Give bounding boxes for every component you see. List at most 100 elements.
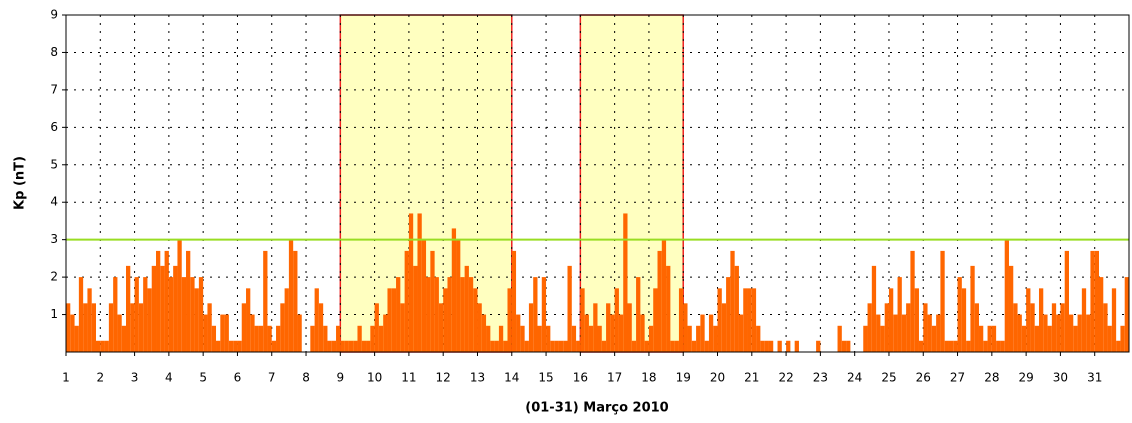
bar	[507, 288, 512, 352]
y-tick-label: 2	[50, 270, 58, 284]
bar	[648, 325, 654, 352]
bar	[717, 288, 722, 352]
bar	[1038, 288, 1044, 352]
bar	[353, 340, 358, 352]
bar	[1111, 288, 1117, 352]
bar	[220, 314, 225, 352]
bar	[374, 303, 379, 352]
bar	[871, 265, 877, 352]
bar	[983, 340, 988, 352]
y-axis-label: Kp (nT)	[13, 156, 28, 210]
x-tick-label: 17	[607, 371, 622, 385]
bar	[996, 340, 1001, 352]
bar	[318, 303, 324, 352]
bar	[228, 340, 234, 352]
bar	[246, 288, 251, 352]
bar	[443, 288, 448, 352]
x-tick-label: 5	[199, 371, 207, 385]
bar	[747, 288, 752, 352]
bar	[1000, 340, 1005, 352]
bar	[678, 288, 684, 352]
bar	[541, 277, 547, 352]
bar	[348, 340, 354, 352]
bar	[357, 325, 362, 352]
bar	[704, 340, 709, 352]
bar	[927, 314, 932, 352]
bar	[477, 303, 482, 352]
bar	[597, 325, 602, 352]
bar	[408, 213, 414, 352]
bar	[186, 250, 191, 352]
x-tick-label: 25	[881, 371, 896, 385]
bar	[456, 239, 461, 352]
bar	[738, 314, 744, 352]
bar	[430, 250, 435, 352]
bar	[1090, 250, 1095, 352]
bar	[293, 250, 298, 352]
bar	[961, 288, 967, 352]
x-tick-label: 7	[268, 371, 276, 385]
bar	[1030, 303, 1035, 352]
bar	[1047, 325, 1052, 352]
bar	[966, 340, 971, 352]
bar	[863, 325, 868, 352]
bar	[241, 303, 247, 352]
bar	[584, 314, 589, 352]
bar	[1077, 314, 1082, 352]
bar	[1056, 314, 1061, 352]
bar	[768, 340, 774, 352]
bar	[438, 303, 444, 352]
bar	[327, 340, 332, 352]
bar	[1098, 277, 1104, 352]
bar	[846, 340, 851, 352]
bar	[74, 325, 79, 352]
bar	[1073, 325, 1078, 352]
bar	[1094, 250, 1099, 352]
bar	[203, 314, 208, 352]
bar	[126, 265, 131, 352]
bar	[588, 325, 594, 352]
bar	[147, 288, 152, 352]
bar	[910, 250, 915, 352]
bar	[173, 265, 178, 352]
bar	[520, 325, 525, 352]
bar	[1068, 314, 1074, 352]
bar	[211, 325, 217, 352]
bar	[391, 288, 397, 352]
bar	[777, 340, 782, 352]
bar	[1043, 314, 1048, 352]
bar	[481, 314, 487, 352]
bar	[366, 340, 371, 352]
x-tick-label: 4	[165, 371, 173, 385]
bar	[726, 277, 731, 352]
bar	[743, 288, 748, 352]
y-tick-label: 4	[50, 195, 58, 209]
bar	[233, 340, 238, 352]
bar	[468, 277, 474, 352]
bar	[537, 325, 542, 352]
bar	[691, 340, 697, 352]
bar	[1120, 325, 1125, 352]
bar	[310, 325, 315, 352]
bar	[901, 314, 907, 352]
bar	[1107, 325, 1112, 352]
y-tick-label: 1	[50, 307, 58, 321]
bar	[918, 340, 924, 352]
bar	[263, 250, 268, 352]
bar	[117, 314, 122, 352]
x-tick-label: 14	[504, 371, 519, 385]
bar	[271, 340, 277, 352]
y-tick-label: 3	[50, 232, 58, 246]
bar	[893, 314, 898, 352]
bar	[464, 265, 469, 352]
bar	[1034, 325, 1039, 352]
bar	[340, 340, 345, 352]
x-tick-label: 16	[573, 371, 588, 385]
bar	[490, 340, 495, 352]
bar	[546, 325, 551, 352]
bar	[113, 277, 118, 352]
bar	[344, 340, 349, 352]
bar	[563, 340, 568, 352]
bar	[936, 314, 941, 352]
bar	[400, 303, 405, 352]
